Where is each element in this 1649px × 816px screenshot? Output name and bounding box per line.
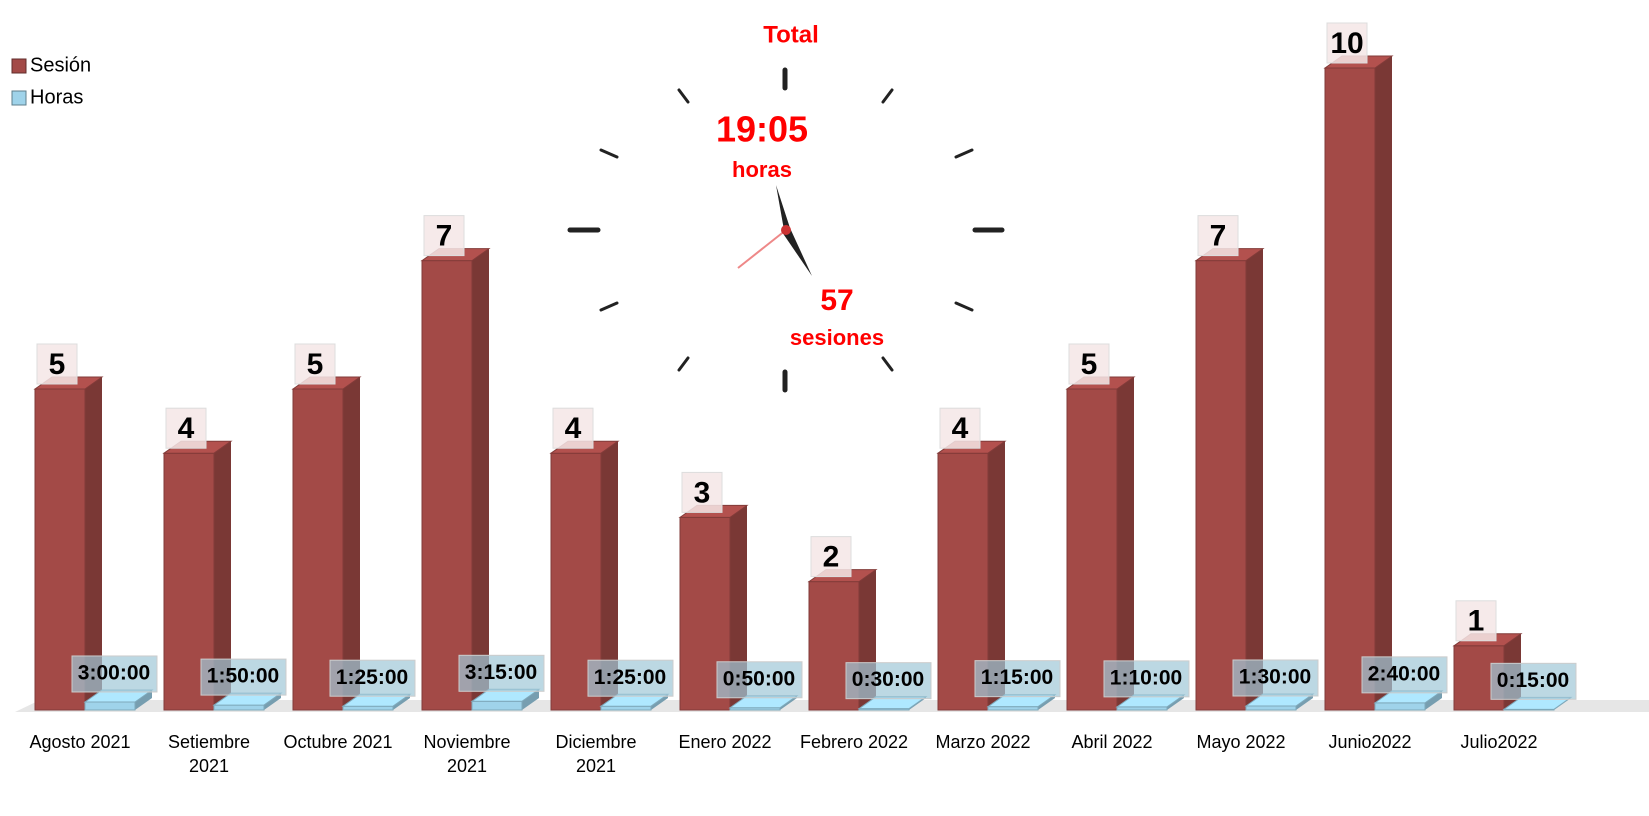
data-label: 5 [1081,348,1098,381]
data-label: 1 [1468,605,1485,638]
x-tick-label: Marzo 2022 [923,730,1043,754]
x-tick-label: Mayo 2022 [1181,730,1301,754]
x-tick-label: Junio2022 [1310,730,1430,754]
data-label: 3:00:00 [78,662,150,685]
bar-front [422,261,472,710]
legend-label: Sesión [30,54,91,76]
data-label: 1:25:00 [594,666,666,689]
x-tick-label: Diciembre 2021 [536,730,656,778]
data-label: 4 [565,412,582,445]
data-label: 2 [823,541,840,574]
data-label: 0:30:00 [852,668,924,691]
clock-center [781,225,791,235]
bar-front [1375,703,1425,710]
x-tick-label: Febrero 2022 [794,730,914,754]
bar-front [1196,261,1246,710]
bar [422,249,489,710]
data-label: 0:50:00 [723,667,795,690]
bar-front [343,706,393,710]
bar-front [472,701,522,710]
annotation-hours: 19:05 [716,109,808,150]
bar-front [85,702,135,710]
data-label: 2:40:00 [1368,662,1440,685]
annotation-title: Total [763,21,819,48]
data-label: 4 [178,412,195,445]
data-label: 10 [1330,27,1363,60]
data-label: 1:50:00 [207,665,279,688]
data-label: 4 [952,412,969,445]
annotation-sessions: 57 [820,284,853,317]
bar [1067,377,1134,710]
data-label: 7 [436,220,453,253]
data-label: 0:15:00 [1497,669,1569,692]
bar-front [988,707,1038,710]
legend-swatch [12,59,26,73]
bar-front [214,705,264,710]
annotation-sessions-unit: sesiones [790,325,884,350]
bar-side [1117,377,1134,710]
x-tick-label: Julio2022 [1439,730,1559,754]
annotation-hours-unit: horas [732,157,792,182]
chart: Total 19:05 horas 57 sesiones SesiónHora… [0,0,1649,816]
bar [1196,249,1263,710]
bar-front [1246,706,1296,710]
clock [555,45,1025,415]
x-tick-label: Setiembre 2021 [149,730,269,778]
data-label: 7 [1210,220,1227,253]
bar-side [1375,56,1392,710]
legend-swatch [12,91,26,105]
x-tick-label: Noviembre 2021 [407,730,527,778]
data-label: 3:15:00 [465,661,537,684]
x-tick-label: Octubre 2021 [278,730,398,754]
data-label: 5 [307,348,324,381]
legend-label: Horas [30,86,83,108]
x-tick-label: Agosto 2021 [20,730,140,754]
x-tick-label: Abril 2022 [1052,730,1172,754]
data-label: 1:30:00 [1239,666,1311,689]
x-tick-label: Enero 2022 [665,730,785,754]
data-label: 1:10:00 [1110,666,1182,689]
bar-side [472,249,489,710]
data-label: 1:25:00 [336,666,408,689]
bar-side [1246,249,1263,710]
data-label: 3 [694,476,711,509]
data-label: 5 [49,348,66,381]
bar [1325,56,1392,710]
bar-front [601,706,651,710]
chart-svg: Total 19:05 horas 57 sesiones SesiónHora… [0,0,1649,816]
data-label: 1:15:00 [981,666,1053,689]
bar-front [1325,68,1375,710]
